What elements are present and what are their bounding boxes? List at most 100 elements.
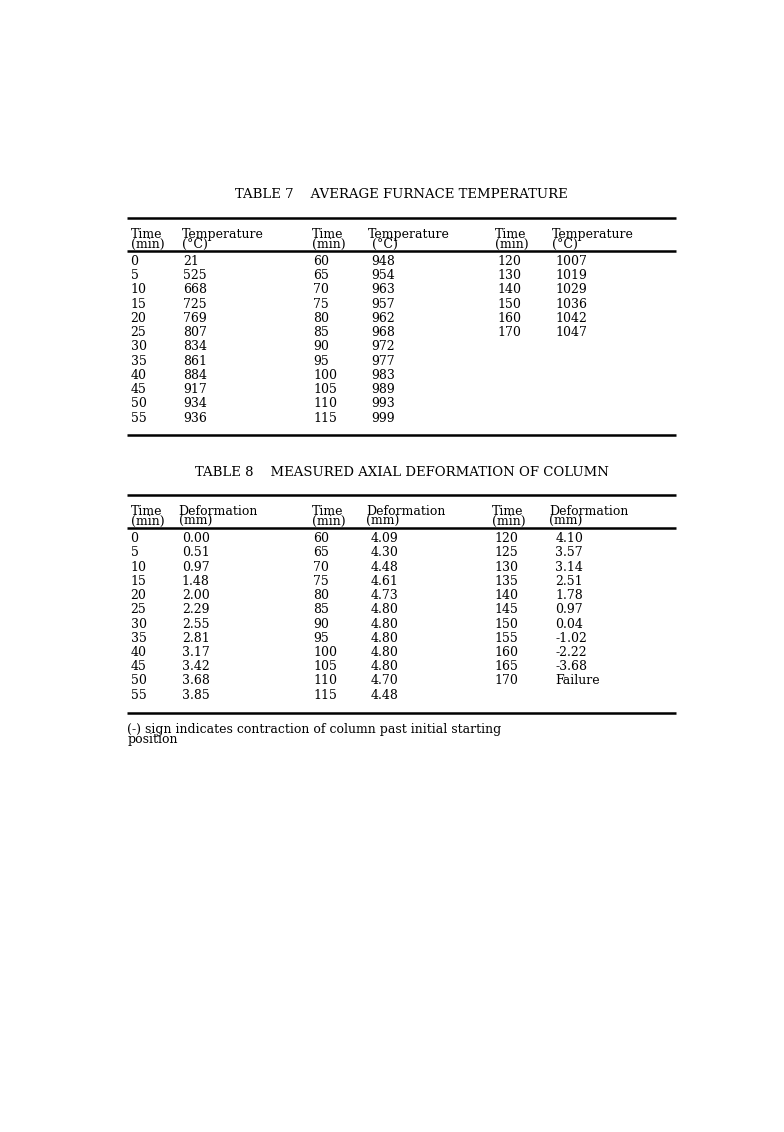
Text: (°C): (°C): [182, 238, 208, 251]
Text: -2.22: -2.22: [555, 646, 587, 659]
Text: 25: 25: [131, 326, 147, 340]
Text: 977: 977: [371, 354, 394, 368]
Text: 1036: 1036: [555, 298, 587, 310]
Text: 1007: 1007: [555, 255, 587, 268]
Text: 807: 807: [183, 326, 207, 340]
Text: 50: 50: [131, 397, 147, 410]
Text: 4.80: 4.80: [371, 618, 399, 631]
Text: 135: 135: [495, 575, 519, 588]
Text: -1.02: -1.02: [555, 632, 587, 645]
Text: 525: 525: [183, 269, 207, 282]
Text: 105: 105: [314, 660, 337, 674]
Text: Temperature: Temperature: [552, 229, 634, 241]
Text: 4.10: 4.10: [555, 532, 583, 544]
Text: Deformation: Deformation: [366, 506, 445, 518]
Text: TABLE 8    MEASURED AXIAL DEFORMATION OF COLUMN: TABLE 8 MEASURED AXIAL DEFORMATION OF CO…: [195, 466, 608, 479]
Text: 5: 5: [131, 269, 139, 282]
Text: 0: 0: [131, 255, 139, 268]
Text: (-) sign indicates contraction of column past initial starting: (-) sign indicates contraction of column…: [128, 723, 502, 736]
Text: 120: 120: [498, 255, 522, 268]
Text: (°C): (°C): [552, 238, 578, 251]
Text: 21: 21: [183, 255, 199, 268]
Text: 4.80: 4.80: [371, 632, 399, 645]
Text: (min): (min): [492, 515, 525, 529]
Text: 35: 35: [131, 632, 147, 645]
Text: (mm): (mm): [179, 515, 212, 529]
Text: 963: 963: [371, 283, 394, 297]
Text: 1047: 1047: [555, 326, 587, 340]
Text: 954: 954: [371, 269, 394, 282]
Text: 140: 140: [498, 283, 522, 297]
Text: 5: 5: [131, 547, 139, 559]
Text: -3.68: -3.68: [555, 660, 587, 674]
Text: 989: 989: [371, 383, 394, 396]
Text: 3.68: 3.68: [182, 675, 209, 687]
Text: 936: 936: [183, 412, 207, 424]
Text: 972: 972: [371, 341, 394, 353]
Text: 3.85: 3.85: [182, 688, 209, 702]
Text: 65: 65: [314, 547, 329, 559]
Text: 725: 725: [183, 298, 207, 310]
Text: 983: 983: [371, 369, 394, 381]
Text: 90: 90: [314, 341, 329, 353]
Text: 15: 15: [131, 575, 147, 588]
Text: 100: 100: [314, 369, 337, 381]
Text: 40: 40: [131, 646, 147, 659]
Text: 861: 861: [183, 354, 207, 368]
Text: Time: Time: [495, 229, 526, 241]
Text: 1019: 1019: [555, 269, 587, 282]
Text: 80: 80: [314, 311, 329, 325]
Text: (min): (min): [131, 238, 164, 251]
Text: 130: 130: [498, 269, 522, 282]
Text: 4.80: 4.80: [371, 660, 399, 674]
Text: 60: 60: [314, 532, 329, 544]
Text: 125: 125: [495, 547, 518, 559]
Text: 75: 75: [314, 575, 329, 588]
Text: 668: 668: [183, 283, 207, 297]
Text: 4.48: 4.48: [371, 560, 399, 574]
Text: 95: 95: [314, 632, 329, 645]
Text: 140: 140: [495, 589, 519, 602]
Text: 4.73: 4.73: [371, 589, 398, 602]
Text: 85: 85: [314, 326, 329, 340]
Text: 60: 60: [314, 255, 329, 268]
Text: 170: 170: [498, 326, 522, 340]
Text: 948: 948: [371, 255, 394, 268]
Text: 0.97: 0.97: [555, 603, 583, 616]
Text: 160: 160: [495, 646, 519, 659]
Text: 0.00: 0.00: [182, 532, 209, 544]
Text: 105: 105: [314, 383, 337, 396]
Text: 968: 968: [371, 326, 394, 340]
Text: 3.17: 3.17: [182, 646, 209, 659]
Text: Deformation: Deformation: [179, 506, 258, 518]
Text: 1042: 1042: [555, 311, 587, 325]
Text: 165: 165: [495, 660, 519, 674]
Text: 0.51: 0.51: [182, 547, 209, 559]
Text: position: position: [128, 732, 178, 746]
Text: 55: 55: [131, 412, 147, 424]
Text: 40: 40: [131, 369, 147, 381]
Text: 3.57: 3.57: [555, 547, 583, 559]
Text: 30: 30: [131, 341, 147, 353]
Text: 4.30: 4.30: [371, 547, 399, 559]
Text: 65: 65: [314, 269, 329, 282]
Text: 4.80: 4.80: [371, 646, 399, 659]
Text: 917: 917: [183, 383, 207, 396]
Text: 4.61: 4.61: [371, 575, 399, 588]
Text: 0.04: 0.04: [555, 618, 583, 631]
Text: 70: 70: [314, 560, 329, 574]
Text: (min): (min): [312, 515, 346, 529]
Text: 150: 150: [495, 618, 519, 631]
Text: 115: 115: [314, 688, 337, 702]
Text: Time: Time: [131, 506, 162, 518]
Text: 155: 155: [495, 632, 518, 645]
Text: (mm): (mm): [366, 515, 400, 529]
Text: 70: 70: [314, 283, 329, 297]
Text: 769: 769: [183, 311, 207, 325]
Text: 1029: 1029: [555, 283, 587, 297]
Text: 30: 30: [131, 618, 147, 631]
Text: 100: 100: [314, 646, 337, 659]
Text: (min): (min): [312, 238, 346, 251]
Text: 20: 20: [131, 589, 147, 602]
Text: 10: 10: [131, 560, 147, 574]
